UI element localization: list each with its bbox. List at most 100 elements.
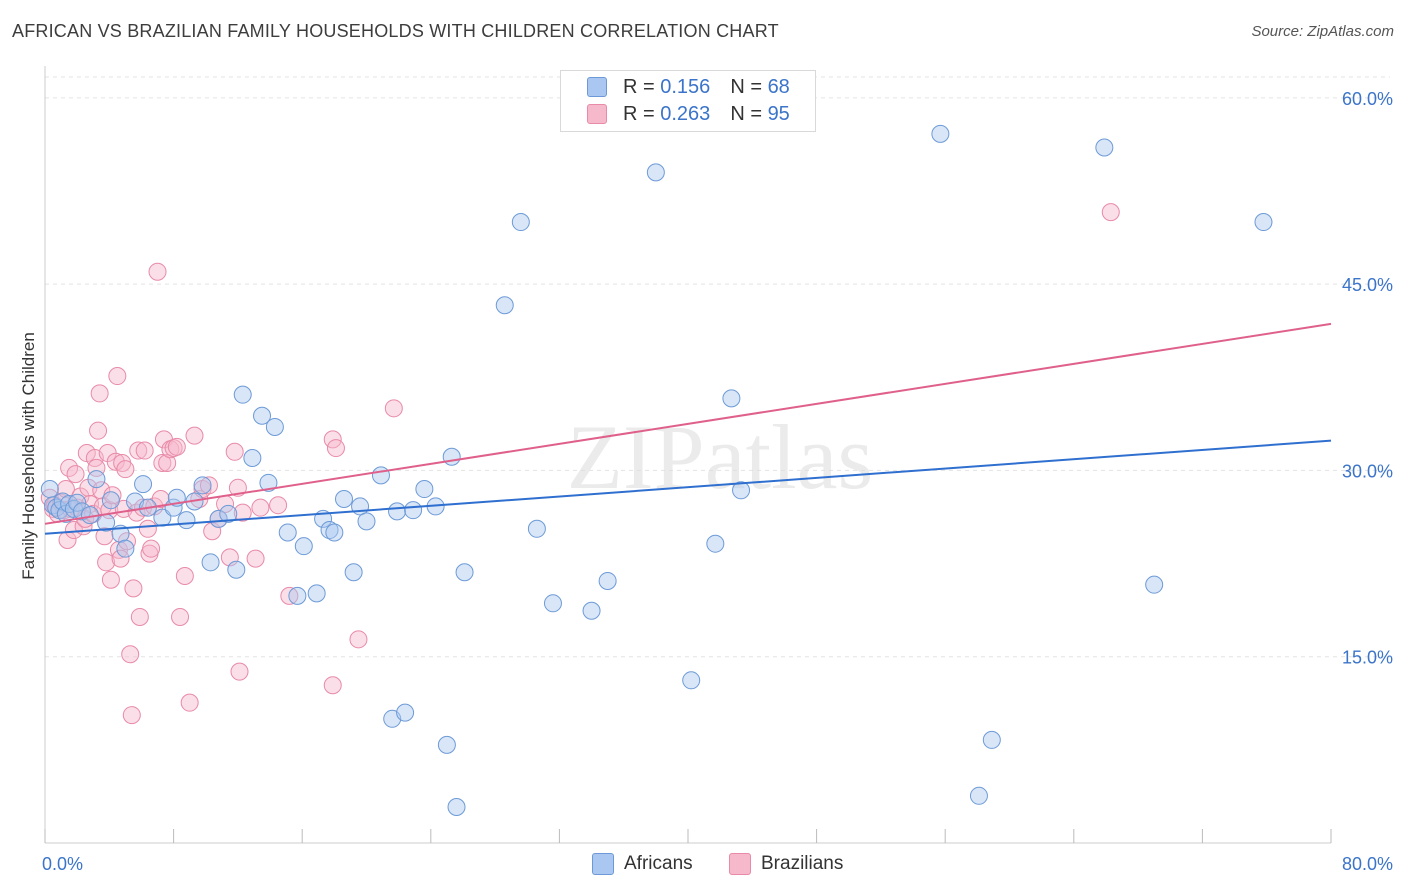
brazilian-point: [246, 549, 265, 568]
african-point: [543, 594, 562, 613]
african-point: [1254, 213, 1273, 232]
african-point: [931, 124, 950, 143]
african-point: [455, 563, 474, 582]
africans-r-value: 0.156: [660, 75, 711, 98]
african-point: [253, 406, 272, 425]
african-point: [201, 553, 220, 572]
african-point: [294, 537, 313, 556]
legend-row-africans: R = 0.156 N = 68: [587, 75, 790, 99]
grid-lines: [45, 76, 1390, 658]
africans-n-value: 68: [767, 75, 790, 98]
y-axis-label: Family Households with Children: [19, 332, 38, 580]
african-point: [415, 480, 434, 499]
brazilians-swatch: [587, 104, 607, 124]
african-point: [259, 473, 278, 492]
african-point: [243, 449, 262, 467]
african-point: [396, 703, 415, 722]
african-point: [371, 466, 390, 485]
y-tick-label: 30.0%: [1342, 461, 1393, 481]
brazilian-point: [116, 460, 135, 479]
africans-trend-line: [44, 439, 1332, 535]
african-point: [682, 671, 701, 690]
brazilian-point: [135, 441, 154, 460]
africans-n-label: N =: [730, 75, 762, 98]
african-point: [404, 501, 423, 520]
brazilian-point: [117, 532, 136, 551]
african-point: [732, 481, 751, 500]
african-point: [357, 512, 376, 531]
brazilian-point: [151, 489, 170, 508]
african-point: [1095, 138, 1114, 157]
trend-lines: [44, 322, 1332, 535]
brazilians-trend-line: [44, 322, 1332, 525]
brazilian-point: [185, 426, 204, 445]
brazilian-point: [148, 262, 167, 281]
african-point: [388, 502, 407, 521]
african-point: [334, 489, 353, 508]
brazilians-legend-swatch: [729, 853, 751, 875]
brazilian-point: [199, 476, 218, 495]
africans-r-label: R =: [623, 75, 655, 98]
african-point: [447, 797, 466, 816]
african-point: [134, 475, 153, 494]
african-point: [307, 584, 326, 603]
brazilian-point: [171, 607, 190, 626]
african-point: [437, 735, 456, 754]
y-tick-label: 60.0%: [1342, 89, 1393, 109]
brazilian-point: [92, 481, 111, 500]
african-point: [598, 571, 617, 590]
x-tick-label: 80.0%: [1342, 854, 1393, 874]
african-point: [265, 417, 284, 436]
brazilian-point: [323, 676, 342, 695]
brazilian-point: [158, 453, 177, 472]
y-tick-label: 45.0%: [1342, 275, 1393, 295]
brazilians-legend-label: Brazilians: [761, 853, 844, 874]
africans-legend-label: Africans: [624, 853, 693, 874]
y-tick-label: 15.0%: [1342, 648, 1393, 668]
bottom-legend-africans: Africans: [592, 851, 693, 877]
brazilian-point: [108, 367, 127, 386]
brazilian-point: [180, 693, 199, 712]
brazilian-point: [142, 539, 161, 558]
african-point: [582, 601, 601, 620]
brazilian-point: [122, 706, 141, 725]
africans-swatch: [587, 77, 607, 97]
series-africans: [40, 124, 1273, 816]
african-point: [101, 491, 120, 510]
brazilian-point: [90, 384, 109, 403]
brazilian-point: [175, 566, 194, 585]
brazilians-n-value: 95: [767, 102, 790, 125]
brazilian-point: [269, 496, 288, 515]
african-point: [209, 509, 228, 528]
african-point: [116, 539, 135, 558]
brazilian-point: [138, 519, 157, 538]
brazilian-point: [97, 553, 116, 572]
african-point: [1145, 575, 1164, 594]
african-point: [344, 563, 363, 582]
african-point: [193, 476, 212, 495]
brazilian-point: [384, 399, 403, 418]
brazilian-point: [101, 570, 120, 589]
brazilian-point: [89, 421, 108, 440]
african-point: [288, 586, 307, 605]
stats-legend: R = 0.156 N = 68 R = 0.263 N = 95: [560, 70, 816, 132]
brazilian-point: [66, 465, 85, 484]
brazilian-point: [106, 452, 125, 471]
brazilians-r-label: R =: [623, 102, 655, 125]
african-point: [706, 534, 725, 553]
brazilian-point: [225, 442, 244, 461]
brazilian-point: [228, 478, 247, 497]
brazilian-point: [111, 549, 130, 568]
chart-title: AFRICAN VS BRAZILIAN FAMILY HOUSEHOLDS W…: [12, 21, 779, 41]
african-point: [527, 519, 546, 538]
african-point: [495, 296, 514, 315]
african-point: [442, 447, 461, 466]
african-point: [219, 504, 238, 523]
african-point: [969, 786, 988, 805]
brazilian-point: [349, 630, 368, 649]
african-point: [227, 560, 246, 579]
african-point: [68, 493, 87, 512]
brazilians-r-value: 0.263: [660, 102, 711, 125]
brazilians-n-label: N =: [730, 102, 762, 125]
